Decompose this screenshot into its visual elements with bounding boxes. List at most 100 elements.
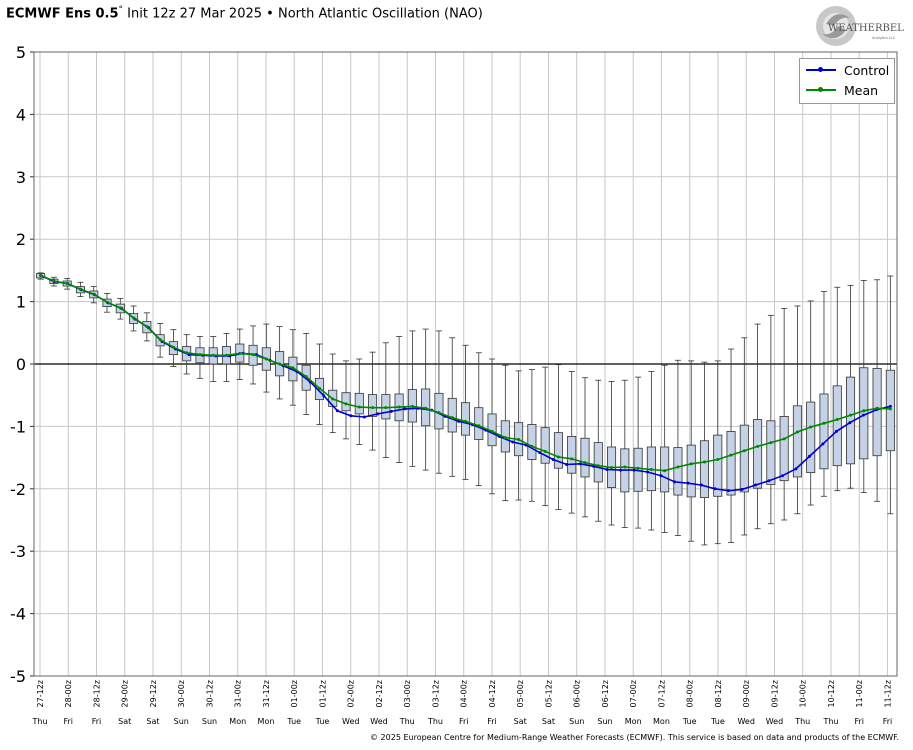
mean-point	[52, 279, 56, 283]
y-tick-label: 5	[16, 43, 26, 62]
control-point	[807, 454, 811, 458]
x-tick-label: 02-00z	[347, 680, 356, 707]
mean-point	[716, 457, 720, 461]
control-point	[888, 404, 892, 408]
y-tick-label: 2	[16, 230, 26, 249]
mean-point	[317, 386, 321, 390]
mean-point	[145, 325, 149, 329]
iqr-box	[779, 416, 789, 482]
legend-item-mean: Mean	[806, 81, 878, 99]
control-point	[753, 483, 757, 487]
iqr-box	[460, 402, 471, 436]
y-tick-label: -5	[10, 667, 26, 686]
control-point	[619, 468, 623, 472]
mean-point	[490, 429, 494, 433]
day-label: Fri	[487, 717, 497, 726]
y-tick-label: 0	[16, 355, 26, 374]
day-label: Sun	[597, 717, 612, 726]
ensemble-box	[381, 342, 391, 459]
mean-point	[729, 453, 733, 457]
ensemble-box	[846, 284, 856, 489]
mean-point	[278, 362, 282, 366]
weatherbell-logo: WEATHERBELL Analytics LLC	[812, 4, 911, 50]
ensemble-box	[195, 336, 205, 379]
ensemble-box	[341, 360, 351, 440]
iqr-box	[580, 437, 590, 478]
mean-point	[503, 436, 507, 440]
mean-point	[304, 374, 308, 378]
ensemble-box	[885, 275, 895, 515]
mean-point	[636, 466, 640, 470]
day-label: Fri	[854, 717, 864, 726]
x-tick-label: 10-00z	[799, 680, 808, 707]
control-point	[457, 419, 461, 423]
control-point	[861, 413, 865, 417]
control-point	[673, 480, 677, 484]
day-label: Sun	[569, 717, 584, 726]
iqr-box	[673, 447, 683, 496]
ensemble-box	[527, 369, 537, 502]
mean-point	[862, 409, 866, 413]
ensemble-box	[792, 305, 802, 515]
iqr-box	[447, 397, 457, 433]
mean-point	[437, 411, 441, 415]
mean-point	[264, 357, 268, 361]
control-point	[362, 415, 366, 419]
day-label: Sun	[174, 717, 189, 726]
mean-point	[610, 466, 614, 470]
x-tick-label: 28-12z	[92, 680, 101, 707]
x-tick-label: 03-00z	[403, 680, 412, 707]
mean-point	[198, 353, 202, 357]
day-label: Sun	[202, 717, 217, 726]
mean-point	[171, 345, 175, 349]
x-tick-label: 02-12z	[375, 680, 384, 707]
control-point	[659, 474, 663, 478]
iqr-box	[806, 401, 816, 473]
control-point	[403, 407, 407, 411]
iqr-box	[766, 420, 776, 485]
day-label: Wed	[370, 717, 387, 726]
iqr-box	[872, 367, 882, 457]
x-tick-label: 09-00z	[742, 680, 751, 707]
mean-point	[251, 353, 255, 357]
x-tick-label: 09-12z	[770, 680, 779, 707]
chart-title: ECMWF Ens 0.5° Init 12z 27 Mar 2025 • No…	[6, 5, 483, 21]
ensemble-box	[779, 308, 789, 521]
y-tick-label: 1	[16, 293, 26, 312]
ensemble-box	[208, 336, 218, 382]
y-tick-label: 3	[16, 168, 26, 187]
day-label: Tue	[682, 717, 697, 726]
ensemble-box	[487, 358, 497, 495]
day-label: Thu	[427, 717, 443, 726]
mean-point	[450, 416, 454, 420]
y-tick-label: -2	[10, 480, 26, 499]
ensemble-box	[726, 348, 736, 543]
ensemble-box	[620, 379, 630, 528]
mean-point	[225, 353, 229, 357]
x-tick-label: 11-12z	[883, 680, 892, 707]
control-point	[578, 462, 582, 466]
iqr-box	[540, 427, 550, 464]
mean-point	[517, 438, 521, 442]
day-label: Fri	[459, 717, 469, 726]
ensemble-box	[819, 291, 829, 497]
control-point	[780, 474, 784, 478]
day-label: Wed	[766, 717, 783, 726]
x-tick-label: 30-00z	[177, 680, 186, 707]
ensemble-box	[368, 351, 378, 451]
mean-point	[238, 351, 242, 355]
iqr-box	[699, 440, 710, 498]
x-tick-label: 30-12z	[205, 680, 214, 707]
mean-point	[291, 366, 295, 370]
mean-point	[477, 424, 481, 428]
iqr-box	[713, 434, 723, 497]
mean-point	[344, 402, 348, 406]
day-label: Thu	[399, 717, 415, 726]
mean-point	[809, 425, 813, 429]
control-point	[848, 421, 852, 425]
mean-point	[78, 287, 82, 291]
control-point	[605, 467, 609, 471]
x-tick-label: 31-00z	[234, 680, 243, 707]
iqr-box	[819, 393, 829, 470]
day-label: Thu	[31, 717, 47, 726]
